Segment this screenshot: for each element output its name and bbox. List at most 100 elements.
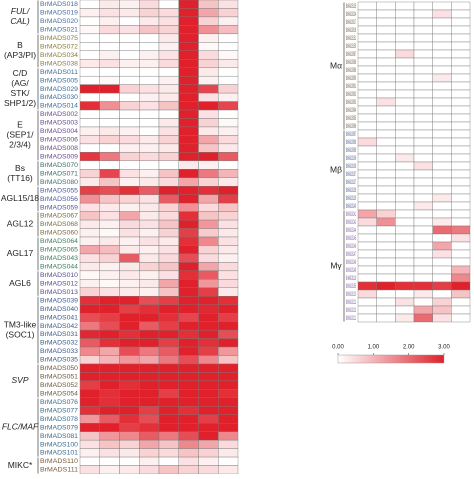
heat-cell xyxy=(139,75,160,85)
heat-cell xyxy=(198,143,219,153)
heat-cell xyxy=(119,380,140,390)
heat-cell xyxy=(218,0,239,9)
heat-cell xyxy=(395,65,415,75)
heat-cell xyxy=(451,185,471,195)
group-label: SVP xyxy=(11,375,28,385)
heat-cell xyxy=(376,273,396,283)
gene-name: BrMADS144 xyxy=(346,228,356,234)
heat-cell xyxy=(198,321,219,331)
heat-cell xyxy=(395,249,415,259)
heat-cell xyxy=(178,329,199,339)
gene-name: BrMADS072 xyxy=(40,44,79,50)
heat-cell xyxy=(198,50,219,60)
heat-cell xyxy=(357,25,377,35)
heat-cell xyxy=(158,0,179,9)
heat-cell xyxy=(119,439,140,449)
heat-cell xyxy=(79,355,100,365)
heat-cell xyxy=(413,265,433,275)
heat-cell xyxy=(376,97,396,107)
heat-cell xyxy=(198,389,219,399)
heat-cell xyxy=(376,297,396,307)
heat-cell xyxy=(99,423,120,432)
heat-cell xyxy=(139,152,160,162)
heat-cell xyxy=(413,281,433,291)
gene-name: BrMADS004 xyxy=(40,129,79,135)
heat-cell xyxy=(139,109,160,119)
heat-cell xyxy=(413,209,433,219)
heat-cell xyxy=(158,372,179,382)
heat-cell xyxy=(158,431,179,441)
heat-cell xyxy=(119,211,140,221)
heat-cell xyxy=(413,1,433,11)
heat-cell xyxy=(99,152,120,162)
heat-cell xyxy=(119,228,140,238)
heat-cell xyxy=(79,25,100,35)
heat-cell xyxy=(198,439,219,449)
heat-cell xyxy=(432,249,452,259)
heat-cell xyxy=(158,321,179,331)
heat-cell xyxy=(139,431,160,441)
heat-cell xyxy=(119,67,140,77)
heat-cell xyxy=(413,145,433,155)
heat-cell xyxy=(79,397,100,407)
gene-name: BrMADS135 xyxy=(346,4,356,10)
group-label: (AP3/PI) xyxy=(4,50,36,60)
heat-cell xyxy=(395,209,415,219)
heat-cell xyxy=(218,431,239,441)
heat-cell xyxy=(395,81,415,91)
heat-cell xyxy=(119,33,140,43)
heat-cell xyxy=(376,49,396,59)
heat-cell xyxy=(357,97,377,107)
heat-cell xyxy=(198,16,219,26)
heat-cell xyxy=(198,118,219,128)
heat-cell xyxy=(218,397,239,407)
heat-cell xyxy=(376,193,396,203)
heat-cell xyxy=(198,59,219,68)
heat-cell xyxy=(79,312,100,322)
heat-cell xyxy=(413,233,433,243)
heat-cell xyxy=(99,414,120,424)
heat-cell xyxy=(158,245,179,255)
heat-cell xyxy=(139,8,160,18)
heat-cell xyxy=(218,152,239,162)
heat-cell xyxy=(451,193,471,203)
heat-cell xyxy=(158,406,179,415)
heat-cell xyxy=(79,389,100,399)
heat-cell xyxy=(376,281,396,291)
heat-cell xyxy=(79,194,100,204)
heat-cell xyxy=(218,228,239,238)
heat-cell xyxy=(99,59,120,68)
heat-cell xyxy=(357,265,377,275)
heat-cell xyxy=(395,9,415,19)
heat-cell xyxy=(376,257,396,267)
heat-cell xyxy=(413,305,433,315)
heat-cell xyxy=(198,363,219,373)
heat-cell xyxy=(158,143,179,153)
heat-cell xyxy=(198,423,219,432)
heat-cell xyxy=(376,17,396,27)
heat-cell xyxy=(432,313,452,323)
gene-name: BrMADS019 xyxy=(40,11,79,17)
heat-cell xyxy=(178,423,199,432)
heat-cell xyxy=(451,209,471,219)
heat-cell xyxy=(178,50,199,60)
heat-cell xyxy=(119,363,140,373)
heat-cell xyxy=(158,101,179,111)
gene-name: BrMADS017 xyxy=(346,20,356,26)
heat-cell xyxy=(178,279,199,288)
group-label: Bs xyxy=(15,163,25,173)
heat-cell xyxy=(198,355,219,365)
heat-cell xyxy=(395,177,415,187)
heat-cell xyxy=(357,185,377,195)
heat-cell xyxy=(432,241,452,251)
heat-cell xyxy=(139,296,160,305)
gene-name: BrMADS071 xyxy=(40,171,79,177)
heat-cell xyxy=(198,312,219,322)
heat-cell xyxy=(79,439,100,449)
heat-cell xyxy=(79,42,100,51)
heat-cell xyxy=(357,9,377,19)
heat-cell xyxy=(158,92,179,102)
group-label: AGL6 xyxy=(9,278,31,288)
heat-cell xyxy=(178,414,199,424)
heat-cell xyxy=(158,177,179,187)
